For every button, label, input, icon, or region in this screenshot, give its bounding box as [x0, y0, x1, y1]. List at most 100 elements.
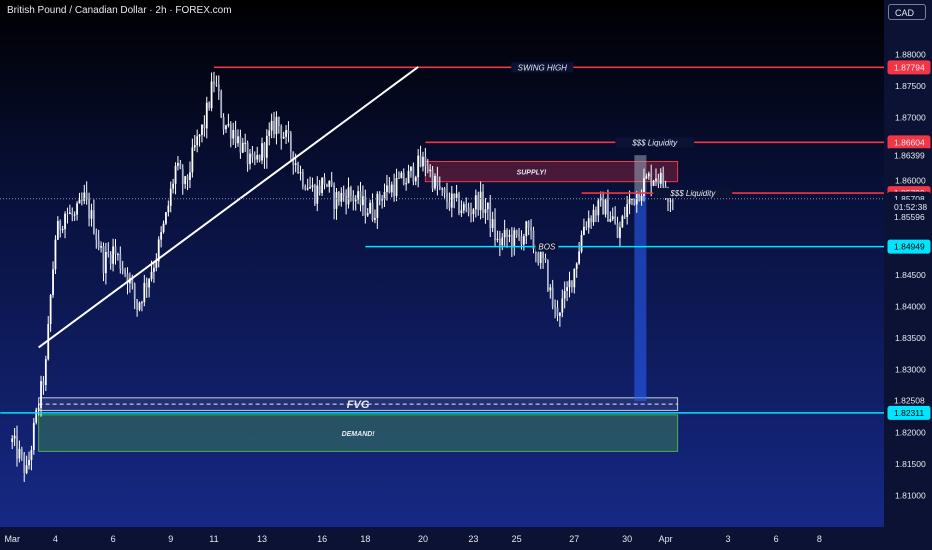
candle-body	[510, 234, 513, 247]
candle-body	[289, 133, 292, 152]
price-label: 1.82311	[894, 408, 924, 418]
x-tick-label: 20	[418, 534, 428, 544]
candle-body	[566, 287, 569, 292]
candle-body	[136, 299, 139, 310]
candle-body	[229, 124, 232, 139]
candle-body	[282, 136, 285, 139]
candle-body	[652, 180, 655, 186]
candle-body	[592, 209, 595, 223]
zone-label-fvg: FVG	[347, 399, 370, 411]
x-tick-label: 8	[817, 534, 822, 544]
level-label-1: $$$ Liquidity	[631, 138, 678, 147]
candle-body	[275, 116, 278, 135]
candle-body	[287, 130, 290, 134]
candle-body	[362, 196, 364, 206]
price-label: 1.86604	[894, 137, 925, 147]
candle-body	[537, 252, 540, 263]
candle-body	[225, 125, 227, 130]
candle-body	[227, 124, 230, 126]
candle-body	[467, 207, 470, 214]
candle-body	[239, 136, 242, 153]
candle-body	[443, 188, 446, 193]
x-tick-label: Mar	[4, 534, 20, 544]
candle-body	[518, 234, 520, 237]
candle-body	[251, 153, 254, 158]
y-tick-label: 1.83000	[895, 364, 926, 374]
candle-body	[647, 173, 650, 177]
candle-body	[121, 268, 124, 271]
candle-body	[607, 199, 609, 222]
candle-body	[124, 270, 127, 274]
x-tick-label: Apr	[659, 534, 673, 544]
x-tick-label: 25	[512, 534, 522, 544]
candle-body	[400, 172, 403, 179]
candle-body	[479, 191, 482, 211]
price-label: 1.85596	[894, 212, 925, 222]
candle-body	[268, 130, 271, 136]
candle-body	[49, 295, 52, 324]
y-tick-label: 1.83500	[895, 333, 926, 343]
candle-body	[32, 422, 35, 450]
candle-body	[258, 154, 261, 161]
candle-body	[587, 218, 590, 228]
candle-body	[643, 178, 645, 196]
candle-body	[631, 198, 633, 200]
candle-body	[386, 185, 388, 192]
candle-body	[76, 203, 78, 215]
y-tick-label: 1.81000	[895, 490, 926, 500]
candle-body	[222, 117, 225, 130]
candle-body	[405, 183, 408, 185]
candle-body	[393, 184, 396, 196]
candle-body	[301, 172, 304, 187]
candle-body	[542, 250, 544, 258]
candle-body	[477, 195, 480, 211]
candle-body	[342, 192, 345, 196]
candle-body	[88, 199, 90, 219]
x-axis-panel	[0, 527, 886, 550]
candle-body	[578, 251, 581, 264]
candle-body	[378, 193, 381, 201]
candle-body	[201, 124, 203, 135]
candle-body	[575, 263, 578, 269]
candle-body	[645, 176, 648, 179]
candle-body	[299, 172, 302, 174]
candle-body	[357, 191, 360, 200]
x-tick-label: 13	[257, 534, 267, 544]
candle-body	[107, 251, 110, 254]
zone-label-supply: SUPPLY!	[517, 170, 547, 177]
candle-body	[179, 163, 182, 169]
candle-body	[470, 213, 472, 215]
candle-body	[61, 229, 64, 231]
candle-body	[458, 193, 460, 213]
candle-body	[205, 102, 208, 129]
candle-body	[174, 165, 177, 184]
candle-body	[364, 196, 367, 216]
x-tick-label: 18	[360, 534, 370, 544]
y-tick-label: 1.87000	[895, 112, 926, 122]
candle-body	[316, 185, 319, 204]
candle-body	[585, 226, 588, 228]
candle-body	[155, 261, 158, 268]
x-tick-label: 16	[317, 534, 327, 544]
candle-body	[472, 209, 475, 215]
candle-body	[114, 246, 117, 255]
candle-body	[590, 218, 593, 223]
candle-body	[340, 192, 343, 202]
candle-body	[484, 209, 487, 213]
candle-body	[489, 202, 492, 229]
candle-body	[530, 227, 532, 231]
candle-body	[628, 199, 631, 205]
candle-body	[71, 212, 74, 216]
level-label-bg	[615, 137, 695, 148]
price-label-bg	[887, 148, 931, 163]
candle-body	[133, 284, 136, 300]
currency-selector[interactable]: CAD	[888, 4, 926, 20]
candle-body	[522, 236, 525, 245]
candle-body	[16, 435, 18, 459]
price-label-bg	[887, 239, 931, 254]
candle-body	[498, 238, 501, 246]
candle-body	[465, 204, 468, 208]
candle-body	[330, 181, 333, 185]
candle-body	[381, 199, 384, 201]
